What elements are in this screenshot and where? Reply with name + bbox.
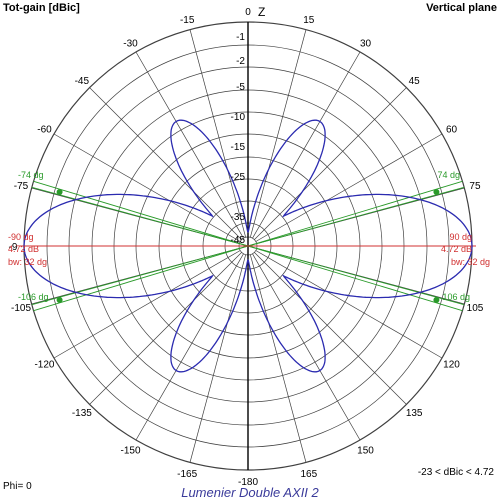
angle-tick-label: 15 [303,15,315,26]
angle-tick-label: 0 [245,7,251,18]
grid-spoke [254,87,407,240]
angle-tick-label: 135 [406,408,423,419]
ring-label: -45 [231,235,246,246]
beam-edge-label: -106 dg [18,292,49,302]
angle-tick-label: 150 [357,446,374,457]
grid-spoke [254,252,407,405]
grid-spoke [89,252,242,405]
ring-label: -35 [231,212,246,223]
pattern-curve [23,119,473,373]
angle-tick-label: 60 [446,125,458,136]
beam-edge-label: 74 dg [437,170,460,180]
angle-tick-label: -165 [177,469,197,480]
angle-tick-label: 45 [409,76,421,87]
ring-label: -2 [236,56,245,67]
angle-tick-label: -60 [37,125,52,136]
left-max-angle: -90 dg [8,232,34,242]
right-max-angle: 90 dg [449,232,472,242]
left-max-bw: bw: 32 dg [8,257,47,267]
beam-edge-label: 106 dg [442,292,470,302]
gain-range-label: -23 < dBic < 4.72 [417,467,494,478]
left-max-gain: 4.72 dB [8,244,39,254]
grid-spoke [135,51,244,239]
grid-spoke [249,254,307,463]
radiation-pattern [23,119,473,373]
z-axis-label: Z [258,5,266,19]
gain-unit-title: Tot-gain [dBic] [3,2,80,14]
beam-edge-label: -74 dg [18,170,44,180]
beam-edge-marker [56,297,63,304]
ring-label: -10 [231,112,246,123]
ring-label: -5 [236,82,245,93]
angle-tick-label: -105 [11,303,31,314]
angle-tick-label: -135 [72,408,92,419]
angle-tick-label: -15 [180,15,195,26]
grid-spoke [89,87,242,240]
grid-spoke [189,29,247,238]
ring-label: -15 [231,142,246,153]
ring-label: -25 [231,172,246,183]
angle-tick-label: 105 [467,303,484,314]
angle-tick-label: 120 [443,360,460,371]
beam-edge-marker [433,297,440,304]
angle-tick-label: 165 [300,469,317,480]
beam-edge-marker [56,188,63,195]
right-max-bw: bw: 32 dg [451,257,490,267]
ring-label: -1 [236,32,245,43]
grid-spoke [255,250,443,359]
right-max-gain: 4.72 dB [441,244,472,254]
angle-tick-label: 75 [469,181,481,192]
beam-edge-marker [433,188,440,195]
angle-tick-label: -180 [238,477,258,488]
angle-tick-labels: 01530456075105120135150165-180-15-30-45-… [9,7,484,488]
grid-spoke [252,51,361,239]
phi-label: Phi= 0 [3,481,32,492]
angle-tick-label: -120 [34,360,54,371]
beam-lines [20,180,476,312]
angle-tick-label: -30 [123,38,138,49]
angle-tick-label: 30 [360,38,372,49]
angle-tick-label: -75 [14,181,29,192]
grid-spoke [249,29,307,238]
grid-spoke [252,253,361,441]
grid-spoke [135,253,244,441]
ring-labels: -1 -2 -5 -10 -15 -25 -35 -45 [231,32,246,246]
beam-annotations: 90 dg 4.72 dB bw: 32 dg -90 dg 4.72 dB bw: 32… [8,170,490,302]
grid-spoke [53,133,241,242]
plane-title: Vertical plane [426,2,497,14]
angle-tick-label: -9 [9,242,18,253]
antenna-caption: Lumenier Double AXII 2 [181,485,319,500]
grid-spoke [255,133,443,242]
angle-tick-label: -45 [75,76,90,87]
grid-spoke [53,250,241,359]
angle-tick-label: -150 [120,446,140,457]
grid-spoke [189,254,247,463]
